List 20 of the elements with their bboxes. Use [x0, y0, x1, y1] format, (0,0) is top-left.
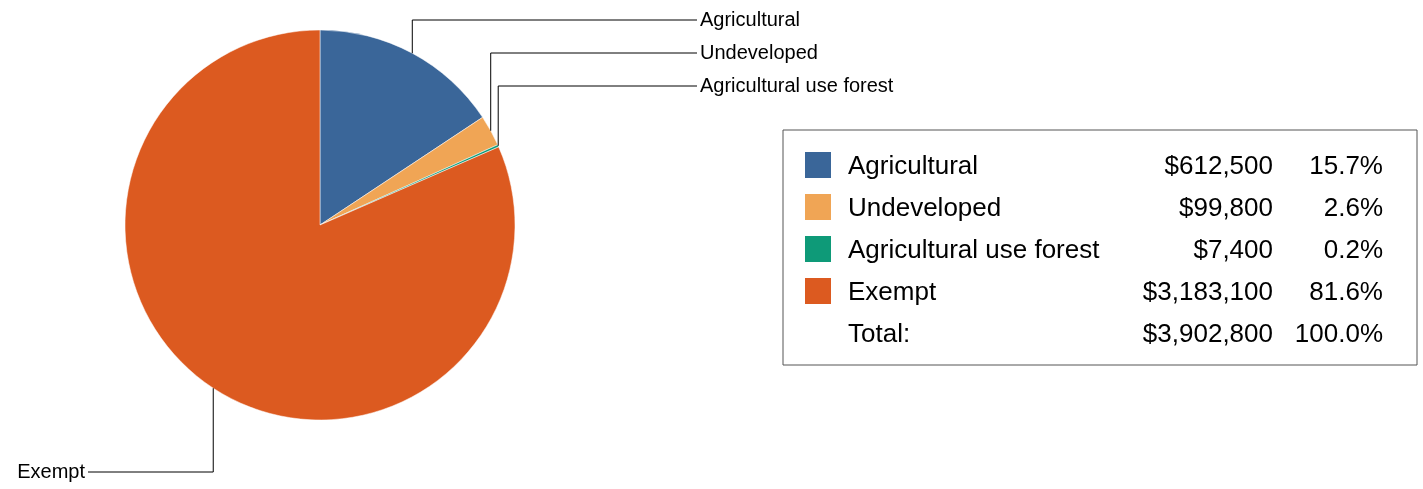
category-label: Agricultural use forest	[700, 74, 894, 96]
legend-label: Agricultural	[848, 150, 979, 180]
text: 81.6%	[1309, 276, 1383, 306]
category-label: Undeveloped	[700, 41, 818, 63]
slice-label: Exempt	[17, 460, 86, 482]
text: 2.6%	[1323, 192, 1383, 222]
pie-slice	[124, 29, 516, 420]
text: Total:	[848, 318, 911, 348]
data-label: $612,500	[1164, 150, 1273, 180]
text: 100.0%	[1294, 318, 1383, 348]
legend-label: Agricultural use forest	[848, 234, 1101, 264]
data-label: $7,400	[1193, 234, 1273, 264]
text: $3,902,800	[1142, 318, 1273, 348]
data-label: $3,183,100	[1142, 276, 1273, 306]
text: 15.7%	[1309, 150, 1383, 180]
data-label: $99,800	[1179, 192, 1273, 222]
legend-label: Undeveloped	[848, 192, 1002, 222]
category-label: Agricultural	[700, 8, 801, 30]
text: 0.2%	[1323, 234, 1383, 264]
legend-label: Exempt	[848, 276, 937, 306]
